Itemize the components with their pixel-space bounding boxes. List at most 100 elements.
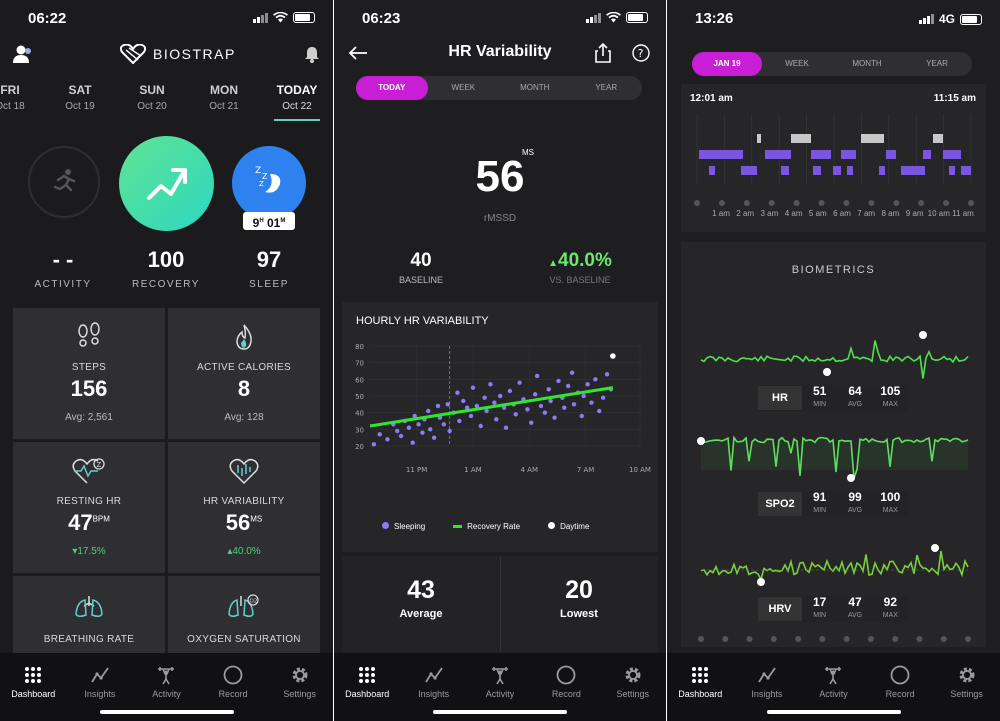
day-item[interactable]: SAT Oct 19 [65, 83, 95, 112]
sleep-stage-segment [886, 150, 896, 159]
tab-dashboard[interactable]: Dashboard [337, 665, 397, 721]
hour-axis: 1 am 2 am 3 am 4 am 5 am 6 am 7 am 8 am 9 am 10 a… [681, 209, 986, 221]
breathing-rate-tile[interactable]: BREATHING RATE [13, 576, 165, 656]
brand-logo: BIOSTRAP [120, 44, 236, 64]
hour-dot [965, 636, 971, 642]
profile-icon[interactable] [12, 44, 34, 64]
gear-icon [625, 667, 641, 683]
hr-max: 105 MAX [880, 384, 901, 408]
segment-jan19[interactable]: JAN 19 [692, 52, 762, 76]
sleeping-point [420, 430, 425, 435]
day-item-today[interactable]: TODAY Oct 22 [266, 83, 328, 121]
heart-logo-icon [120, 44, 146, 64]
hour-dot [718, 200, 725, 206]
back-arrow-icon[interactable] [348, 45, 368, 61]
footprints-icon [78, 322, 100, 347]
oxygen-saturation-tile[interactable]: O2 OXYGEN SATURATION [168, 576, 320, 656]
hour-dot [867, 636, 874, 642]
tab-activity[interactable]: Activity [803, 665, 863, 721]
tab-dashboard[interactable]: Dashboard [3, 665, 63, 721]
tab-settings[interactable]: Settings [603, 665, 663, 721]
tab-record[interactable]: Record [870, 665, 930, 721]
hrv-chart-card: HOURLY HR VARIABILITY 20 30 40 50 60 70 80 11 P… [342, 302, 658, 552]
sleeping-point [445, 402, 450, 407]
sleep-stage-segment [861, 134, 884, 143]
tab-dashboard[interactable]: Dashboard [670, 665, 730, 721]
sleeping-point [562, 405, 567, 410]
tab-record[interactable]: Record [536, 665, 596, 721]
hour-label: 10 am [927, 209, 950, 218]
steps-tile[interactable]: STEPS 156 Avg: 2,561 [13, 308, 165, 439]
activity-ring[interactable] [28, 146, 100, 218]
tab-activity[interactable]: Activity [136, 665, 196, 721]
segment-month[interactable]: MONTH [520, 83, 550, 92]
sleep-stage-segment [879, 166, 885, 175]
sleeping-point [507, 388, 513, 394]
sleep-stage-segment [961, 166, 971, 175]
tab-settings[interactable]: Settings [937, 665, 997, 721]
sleep-stage-segment [781, 166, 789, 175]
tab-activity[interactable]: Activity [470, 665, 530, 721]
hour-dot [843, 200, 850, 206]
sleeping-point [548, 398, 553, 404]
day-item[interactable]: SUN Oct 20 [137, 83, 167, 112]
tab-insights[interactable]: Insights [404, 665, 464, 721]
segment-year[interactable]: YEAR [595, 83, 618, 92]
segment-today[interactable]: TODAY [356, 76, 428, 100]
battery-icon [293, 12, 315, 23]
sleeping-point [503, 425, 509, 430]
hrv-max: 92 MAX [882, 595, 898, 619]
heart-pulse-icon: Z [72, 458, 105, 484]
day-item[interactable]: MON Oct 21 [209, 83, 239, 112]
sleep-stage-segment [847, 166, 853, 175]
sleeping-point [492, 400, 497, 405]
help-icon[interactable]: ? [632, 44, 650, 62]
weightlifter-icon [825, 667, 842, 685]
sleep-stage-segment [721, 150, 743, 159]
tile-label: STEPS [71, 362, 107, 373]
sleep-stage-segment [901, 166, 921, 175]
tab-settings[interactable]: Settings [270, 665, 330, 721]
vs-baseline-stat: ▲40.0% VS. BASELINE [548, 250, 612, 285]
recovery-ring[interactable] [119, 136, 214, 231]
segment-week[interactable]: WEEK [785, 59, 809, 68]
x-tick-label: 10 AM [629, 466, 651, 474]
sleeping-point [455, 390, 460, 395]
chart-title: HOURLY HR VARIABILITY [356, 315, 489, 327]
tab-record[interactable]: Record [203, 665, 263, 721]
resting-hr-tile[interactable]: Z RESTING HR 47BPM ▾17.5% [13, 442, 165, 573]
spo2-max-point [697, 437, 705, 445]
grid-dots-icon [359, 667, 376, 683]
sleep-stage-segment [811, 150, 831, 159]
sleeping-point [474, 403, 480, 409]
y-tick-label: 50 [355, 393, 364, 401]
tab-insights[interactable]: Insights [70, 665, 130, 721]
hour-dot [943, 200, 950, 206]
weightlifter-icon [158, 667, 175, 685]
tile-sub: ▴40.0% [227, 546, 261, 557]
bell-icon[interactable] [304, 46, 320, 63]
grid-dots-icon [692, 667, 709, 683]
record-circle-icon [890, 665, 910, 685]
segment-week[interactable]: WEEK [451, 83, 476, 92]
hrv-tile[interactable]: HR VARIABILITY 56MS ▴40.0% [168, 442, 320, 573]
biometrics-card: BIOMETRICS HR 51 MIN 64 AVG 105 MAX SPO2 91… [681, 242, 986, 647]
sleeping-point [501, 405, 507, 410]
flame-icon [236, 324, 252, 350]
lungs-icon [75, 596, 103, 618]
y-tick-label: 70 [355, 360, 364, 368]
sleeping-point [513, 412, 518, 417]
segment-month[interactable]: MONTH [852, 59, 882, 68]
segment-year[interactable]: YEAR [926, 59, 948, 68]
day-item[interactable]: FRIOct 18 [0, 83, 25, 112]
hrv-value: 56 [475, 152, 525, 201]
y-tick-label: 80 [355, 343, 364, 351]
heart-wave-icon [229, 458, 259, 485]
tab-bar: Dashboard Insights Activity Record Setti… [0, 653, 333, 721]
tab-insights[interactable]: Insights [737, 665, 797, 721]
sleeping-point [468, 413, 474, 419]
calories-tile[interactable]: ACTIVE CALORIES 8 Avg: 128 [168, 308, 320, 439]
sleeping-point [532, 392, 538, 397]
share-icon[interactable] [594, 43, 612, 63]
